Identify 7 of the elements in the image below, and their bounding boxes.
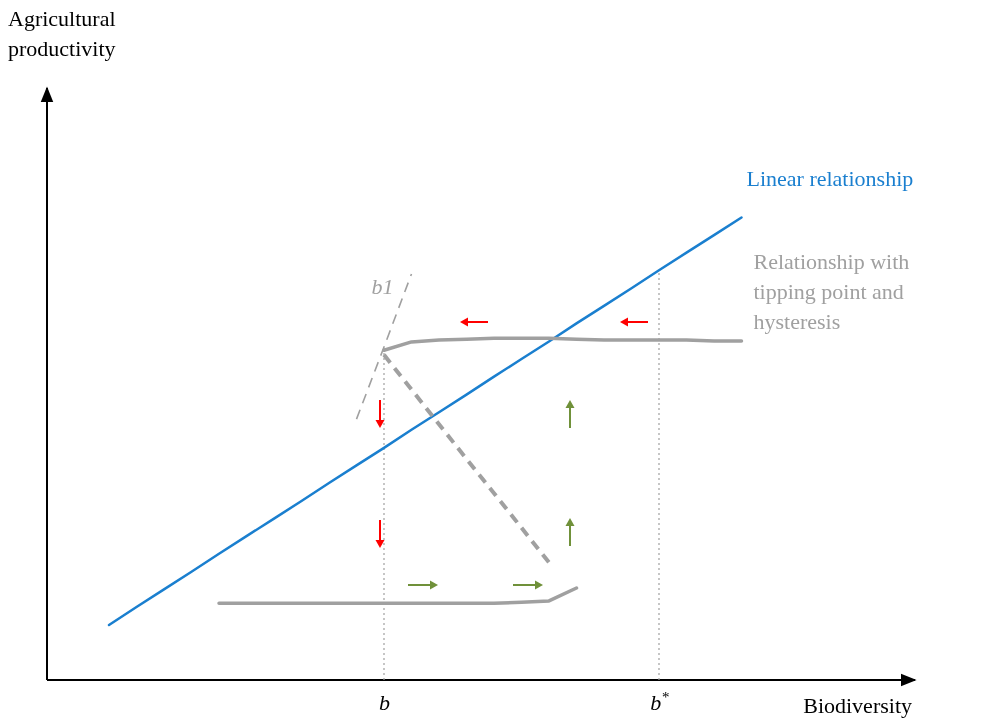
x-tick-label: b [379, 689, 390, 715]
x-axis-title: Biodiversity [803, 693, 912, 718]
series-label: Linear relationship [746, 165, 914, 191]
series-label: Relationship with tipping point and hysteresis [753, 248, 910, 334]
x-tick-label: b$^{*}$ [650, 688, 670, 715]
text: Agricultural productivity [8, 6, 116, 61]
series-label: b1 [371, 273, 394, 299]
